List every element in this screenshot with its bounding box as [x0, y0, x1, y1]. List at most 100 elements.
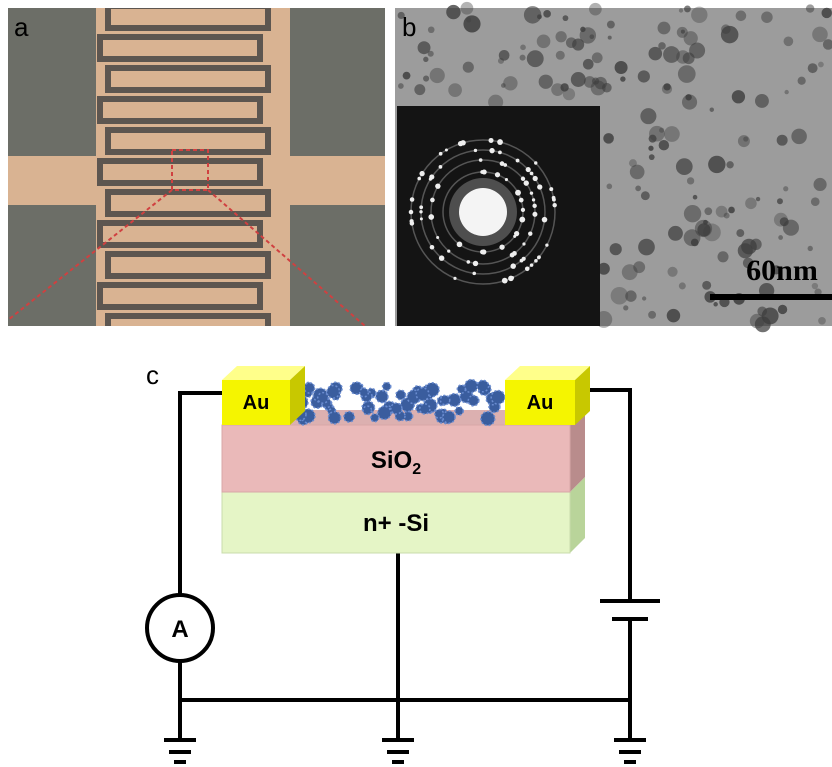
- particle: [641, 191, 650, 200]
- particle: [822, 8, 832, 18]
- oxide-base: SiO: [371, 447, 412, 474]
- particle: [684, 5, 691, 12]
- spot: [534, 161, 537, 164]
- particle: [592, 78, 599, 85]
- particle: [465, 380, 478, 393]
- particle: [679, 8, 683, 12]
- particle: [638, 70, 650, 82]
- spot: [472, 272, 476, 276]
- particle: [396, 390, 406, 400]
- spot: [516, 159, 520, 163]
- particle: [571, 72, 586, 87]
- particle: [638, 239, 655, 256]
- particle: [667, 309, 680, 322]
- spot: [545, 244, 548, 247]
- electrode-top: [505, 366, 590, 380]
- spot: [410, 197, 415, 202]
- particle: [580, 27, 585, 32]
- particle: [403, 72, 411, 80]
- particle: [539, 75, 553, 89]
- spot: [505, 178, 508, 181]
- particle: [726, 161, 733, 168]
- particle: [416, 388, 429, 401]
- spot: [429, 178, 432, 181]
- particle: [363, 406, 371, 414]
- particle: [684, 229, 701, 246]
- particle: [468, 396, 478, 406]
- particle: [344, 412, 354, 422]
- particle: [778, 235, 783, 240]
- particle: [633, 261, 645, 273]
- particle: [328, 412, 340, 424]
- particle: [327, 385, 340, 398]
- particle: [610, 243, 622, 255]
- particle: [499, 50, 510, 61]
- spot: [522, 257, 526, 261]
- particle: [703, 224, 721, 242]
- particle: [676, 158, 693, 175]
- particle: [713, 302, 717, 306]
- particle: [555, 31, 566, 42]
- panel-label: b: [402, 12, 416, 42]
- particle: [620, 76, 625, 81]
- spot: [497, 139, 503, 145]
- particle: [684, 205, 701, 222]
- spot: [457, 242, 463, 248]
- spot: [514, 231, 519, 236]
- spot: [519, 198, 524, 203]
- electrode-label: Au: [243, 392, 270, 414]
- particle: [658, 22, 671, 35]
- particle: [818, 317, 826, 325]
- micrograph: [8, 6, 385, 338]
- panel-c: c A SiO2 n+ -Si Au Au: [146, 360, 660, 762]
- particle: [732, 90, 745, 103]
- particle: [687, 177, 694, 184]
- spot: [489, 138, 494, 143]
- spot: [530, 263, 534, 267]
- spot: [519, 217, 525, 223]
- spot: [428, 214, 434, 220]
- particle: [716, 206, 728, 218]
- particle: [667, 267, 677, 277]
- particle: [663, 46, 680, 63]
- particle: [659, 128, 664, 133]
- panel-b: 60nm b: [395, 2, 832, 332]
- spot: [458, 141, 463, 146]
- spot: [495, 172, 500, 177]
- particle: [756, 197, 760, 201]
- particle: [466, 17, 471, 22]
- particle: [520, 44, 526, 50]
- spot: [474, 149, 477, 152]
- spot: [481, 249, 486, 254]
- spot: [419, 205, 423, 209]
- spot: [510, 263, 515, 268]
- spot: [549, 187, 553, 191]
- particle: [755, 94, 769, 108]
- spot: [479, 158, 483, 162]
- spot: [436, 236, 439, 239]
- spot: [439, 165, 443, 169]
- pad: [290, 8, 385, 156]
- spot: [524, 180, 529, 185]
- spot: [528, 231, 532, 235]
- spot: [525, 267, 530, 272]
- particle: [440, 395, 449, 404]
- spot: [502, 278, 508, 284]
- panel-label: a: [14, 12, 29, 42]
- particle: [537, 14, 542, 19]
- spot: [500, 161, 505, 166]
- particle: [463, 15, 480, 32]
- spot: [521, 177, 525, 181]
- spot: [543, 218, 547, 222]
- particle: [629, 159, 637, 167]
- panel-a: a: [8, 6, 385, 338]
- particle: [783, 186, 788, 191]
- particle: [463, 62, 474, 73]
- particle: [806, 4, 814, 12]
- particle: [702, 281, 711, 290]
- figure: a 60nm b c A SiO2 n+ -Si: [0, 0, 832, 767]
- particle: [623, 305, 628, 310]
- substrate-label: n+ -Si: [363, 510, 429, 537]
- particle: [589, 3, 602, 16]
- spot: [515, 190, 521, 196]
